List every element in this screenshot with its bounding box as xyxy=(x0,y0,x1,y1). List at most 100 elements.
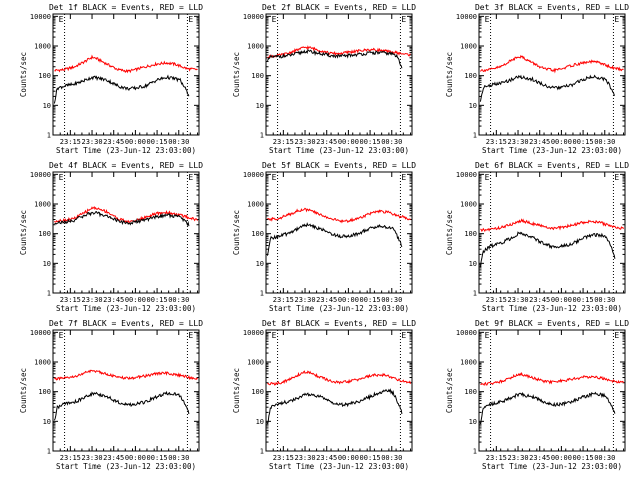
x-axis-label: Start Time (23-Jun-12 23:03:00) xyxy=(482,304,622,313)
y-tick-label: 1 xyxy=(473,132,477,140)
events-series-line xyxy=(54,210,190,227)
time-marker-label: E xyxy=(59,173,64,182)
time-marker-label: E xyxy=(188,173,193,182)
x-tick-label: 23:15 xyxy=(60,296,81,304)
y-tick-label: 10 xyxy=(469,102,477,110)
x-tick-label: 00:15 xyxy=(147,454,168,462)
lld-series-line xyxy=(480,54,624,74)
lld-series-line xyxy=(267,370,412,386)
time-marker-label: E xyxy=(485,331,490,340)
y-tick-label: 10000 xyxy=(243,13,264,21)
y-axis-label: Counts/sec xyxy=(232,368,241,413)
events-series-line xyxy=(266,388,403,425)
x-axis-label: Start Time (23-Jun-12 23:03:00) xyxy=(482,462,622,471)
x-tick-label: 00:15 xyxy=(360,296,381,304)
time-marker-label: E xyxy=(485,173,490,182)
lld-series-line xyxy=(480,371,625,386)
detector-panel: Det 6f BLACK = Events, RED = LLD 1 10 100 10… xyxy=(445,161,629,313)
y-tick-label: 1 xyxy=(473,290,477,298)
y-axis-label: Counts/sec xyxy=(232,52,241,97)
y-axis-label: Counts/sec xyxy=(445,368,454,413)
y-tick-label: 100 xyxy=(464,72,477,80)
time-marker-label: E xyxy=(188,15,193,24)
x-tick-label: 23:30 xyxy=(81,138,102,146)
y-tick-label: 10 xyxy=(43,102,51,110)
time-marker-label: E xyxy=(188,331,193,340)
y-tick-label: 100 xyxy=(464,230,477,238)
y-tick-label: 1000 xyxy=(247,359,264,367)
time-marker-label: E xyxy=(59,15,64,24)
panel-title: Det 5f BLACK = Events, RED = LLD xyxy=(262,161,416,170)
y-tick-label: 100 xyxy=(251,230,264,238)
y-tick-label: 100 xyxy=(251,72,264,80)
x-tick-label: 00:00 xyxy=(551,454,572,462)
time-marker-label: E xyxy=(272,15,277,24)
y-axis-label: Counts/sec xyxy=(232,210,241,255)
y-tick-label: 10 xyxy=(43,418,51,426)
plot-frame xyxy=(265,13,413,136)
y-tick-label: 100 xyxy=(38,230,51,238)
x-axis-label: Start Time (23-Jun-12 23:03:00) xyxy=(56,146,196,155)
y-tick-label: 100 xyxy=(38,72,51,80)
x-tick-label: 23:15 xyxy=(486,138,507,146)
lld-series-line xyxy=(54,206,198,224)
panel-title: Det 1f BLACK = Events, RED = LLD xyxy=(49,3,203,12)
y-tick-label: 10000 xyxy=(456,171,477,179)
y-tick-label: 1000 xyxy=(34,43,51,51)
y-tick-label: 1 xyxy=(260,448,264,456)
x-tick-label: 23:30 xyxy=(294,454,315,462)
x-axis-label: Start Time (23-Jun-12 23:03:00) xyxy=(269,462,409,471)
y-tick-label: 10000 xyxy=(456,329,477,337)
x-tick-label: 23:45 xyxy=(316,454,337,462)
x-tick-label: 00:15 xyxy=(360,138,381,146)
y-tick-label: 100 xyxy=(464,388,477,396)
y-tick-label: 1000 xyxy=(247,43,264,51)
plot-frame xyxy=(265,329,413,452)
x-tick-label: 00:30 xyxy=(168,138,189,146)
lld-series-line xyxy=(267,45,411,59)
x-tick-label: 23:15 xyxy=(273,138,294,146)
y-tick-label: 1 xyxy=(47,448,51,456)
x-axis-label: Start Time (23-Jun-12 23:03:00) xyxy=(269,146,409,155)
x-tick-label: 23:30 xyxy=(507,138,528,146)
x-tick-label: 00:00 xyxy=(125,454,146,462)
y-tick-label: 10 xyxy=(469,260,477,268)
events-series-line xyxy=(479,231,616,268)
time-marker-label: E xyxy=(401,173,406,182)
x-tick-label: 00:30 xyxy=(381,296,402,304)
x-tick-label: 23:30 xyxy=(507,296,528,304)
x-tick-label: 23:30 xyxy=(81,454,102,462)
detector-panel: Det 7f BLACK = Events, RED = LLD 1 10 100 10… xyxy=(19,319,203,471)
time-marker-label: E xyxy=(401,15,406,24)
y-axis-label: Counts/sec xyxy=(19,210,28,255)
x-tick-label: 23:30 xyxy=(507,454,528,462)
time-marker-label: E xyxy=(59,331,64,340)
y-tick-label: 10000 xyxy=(243,171,264,179)
panel-title: Det 3f BLACK = Events, RED = LLD xyxy=(475,3,629,12)
time-marker-label: E xyxy=(485,15,490,24)
x-axis-label: Start Time (23-Jun-12 23:03:00) xyxy=(56,462,196,471)
time-marker-label: E xyxy=(272,331,277,340)
y-tick-label: 1 xyxy=(260,290,264,298)
events-series-line xyxy=(479,74,615,102)
y-tick-label: 10000 xyxy=(30,13,51,21)
x-tick-label: 23:45 xyxy=(529,138,550,146)
y-tick-label: 10000 xyxy=(456,13,477,21)
x-tick-label: 23:45 xyxy=(103,454,124,462)
detector-panel: Det 3f BLACK = Events, RED = LLD 1 10 100 10… xyxy=(445,3,629,155)
x-tick-label: 23:45 xyxy=(529,454,550,462)
x-tick-label: 00:00 xyxy=(338,296,359,304)
panel-title: Det 9f BLACK = Events, RED = LLD xyxy=(475,319,629,328)
y-tick-label: 1 xyxy=(473,448,477,456)
y-tick-label: 10000 xyxy=(30,171,51,179)
y-tick-label: 1 xyxy=(47,290,51,298)
x-tick-label: 00:30 xyxy=(381,138,402,146)
plot-frame xyxy=(265,171,413,294)
y-tick-label: 1000 xyxy=(460,43,477,51)
plot-frame xyxy=(478,171,626,294)
events-series-line xyxy=(266,222,403,256)
x-tick-label: 00:00 xyxy=(551,138,572,146)
panel-title: Det 2f BLACK = Events, RED = LLD xyxy=(262,3,416,12)
x-axis-label: Start Time (23-Jun-12 23:03:00) xyxy=(56,304,196,313)
